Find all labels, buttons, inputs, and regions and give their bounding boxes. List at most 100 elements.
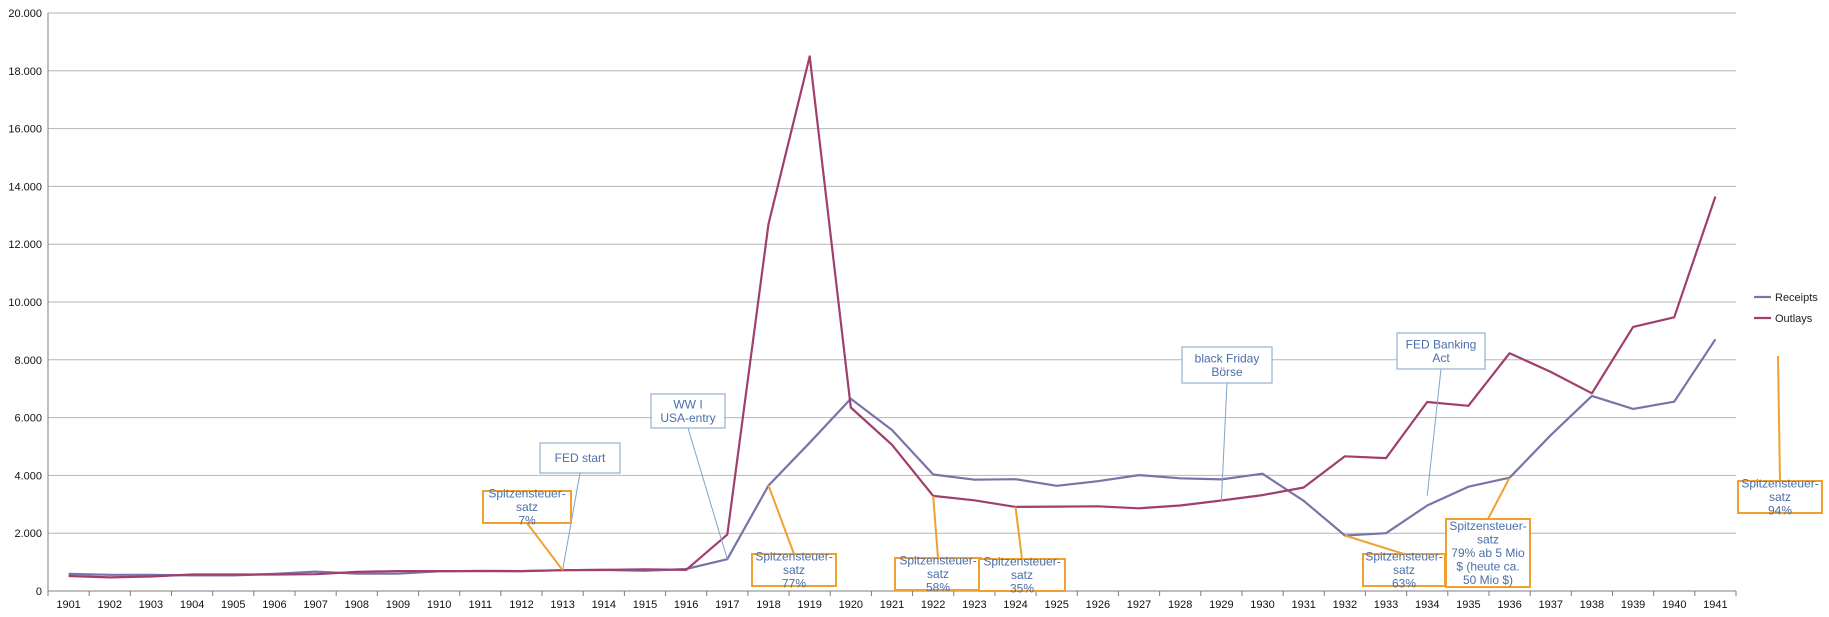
y-tick-label: 8.000: [14, 355, 42, 367]
x-tick-label: 1911: [468, 599, 492, 611]
gridlines: [48, 12, 1736, 592]
x-tick-label: 1918: [756, 599, 780, 611]
x-tick-label: 1905: [221, 599, 245, 611]
annotation-callout: WW I USA-entry: [650, 393, 728, 560]
annotation-leader: [932, 495, 939, 559]
x-tick-label: 1912: [509, 599, 533, 611]
annotation-text: Spitzensteuer-satz 58%: [899, 554, 976, 595]
annotation-text: black Friday Börse: [1195, 351, 1260, 379]
legend: Receipts Outlays: [1754, 292, 1818, 325]
x-tick-label: 1932: [1333, 599, 1357, 611]
y-tick-label: 12.000: [8, 239, 42, 251]
y-tick-label: 18.000: [8, 66, 42, 78]
x-tick-label: 1935: [1456, 599, 1480, 611]
annotation-callout: FED start: [539, 442, 621, 571]
x-tick-label: 1920: [839, 599, 863, 611]
annotation-box: [978, 558, 1066, 592]
x-tick-label: 1922: [921, 599, 945, 611]
annotation-callout: Spitzensteuer-satz 77%: [751, 485, 837, 591]
annotation-leader: [1220, 382, 1228, 502]
x-tick-label: 1910: [427, 599, 451, 611]
y-tick-label: 20.000: [8, 8, 42, 20]
x-tick-label: 1902: [98, 599, 122, 611]
x-tick-label: 1940: [1662, 599, 1686, 611]
x-tick-label: 1926: [1086, 599, 1110, 611]
x-tick-label: 1937: [1538, 599, 1562, 611]
x-axis: 1901 1902 1903 1904 1905 1906 1907 1908 1909 1910…: [47, 591, 1737, 611]
annotation-text: Spitzensteuer-satz 35%: [983, 555, 1060, 596]
annotation-text: Spitzensteuer-satz 94%: [1741, 477, 1818, 518]
x-tick-label: 1916: [674, 599, 698, 611]
x-tick-label: 1939: [1621, 599, 1645, 611]
annotation-callout: FED Banking Act: [1396, 332, 1486, 496]
annotation-text: FED Banking Act: [1406, 337, 1477, 365]
x-tick-label: 1928: [1168, 599, 1192, 611]
x-tick-label: 1938: [1580, 599, 1604, 611]
y-tick-label: 0: [36, 586, 42, 598]
y-tick-label: 6.000: [14, 413, 42, 425]
x-tick-label: 1917: [715, 599, 739, 611]
x-tick-label: 1933: [1374, 599, 1398, 611]
annotation-callout: Spitzensteuer-satz 35%: [978, 506, 1066, 596]
annotation-callout: Spitzensteuer-satz 7%: [482, 487, 572, 571]
annotation-callout: Spitzensteuer-satz 63%: [1344, 534, 1446, 591]
x-tick-label: 1919: [797, 599, 821, 611]
x-tick-label: 1901: [56, 599, 80, 611]
annotation-text: Spitzensteuer-satz 79% ab 5 Mio $ (heute c…: [1449, 519, 1526, 587]
x-tick-label: 1924: [1003, 599, 1027, 611]
x-tick-label: 1931: [1291, 599, 1315, 611]
annotation-leader: [767, 485, 795, 555]
y-tick-label: 4.000: [14, 470, 42, 482]
annotation-leader: [1426, 368, 1442, 496]
x-tick-label: 1934: [1415, 599, 1439, 611]
x-tick-label: 1923: [962, 599, 986, 611]
legend-label-outlays: Outlays: [1775, 313, 1813, 325]
annotation-leader: [1014, 506, 1023, 560]
x-tick-label: 1909: [386, 599, 410, 611]
y-tick-label: 16.000: [8, 124, 42, 136]
x-tick-label: 1925: [1044, 599, 1068, 611]
x-tick-label: 1915: [633, 599, 657, 611]
annotation-text: FED start: [555, 451, 606, 465]
x-tick-label: 1904: [180, 599, 204, 611]
annotation-leader: [687, 427, 728, 560]
x-tick-label: 1906: [262, 599, 286, 611]
annotation-box: [1445, 518, 1531, 588]
legend-label-receipts: Receipts: [1775, 292, 1818, 304]
annotation-leader: [1777, 355, 1781, 482]
series-line-outlays: [68, 55, 1717, 579]
annotation-box: [1181, 346, 1273, 384]
annotation-text: Spitzensteuer-satz 77%: [755, 550, 832, 591]
annotation-box: [1737, 480, 1823, 514]
series-lines: [68, 55, 1717, 579]
annotations: FED start WW I USA-entry black Friday Börse F…: [482, 332, 1823, 596]
x-tick-label: 1907: [303, 599, 327, 611]
annotation-text: Spitzensteuer-satz 7%: [488, 487, 565, 528]
x-tick-label: 1921: [880, 599, 904, 611]
annotation-text: WW I USA-entry: [660, 397, 715, 425]
annotation-text: Spitzensteuer-satz 63%: [1365, 550, 1442, 591]
annotation-box: [1362, 553, 1446, 587]
annotation-callout: Spitzensteuer-satz 94%: [1737, 355, 1823, 518]
x-tick-label: 1913: [550, 599, 574, 611]
x-tick-label: 1927: [1127, 599, 1151, 611]
annotation-callout: Spitzensteuer-satz 79% ab 5 Mio $ (heute c…: [1445, 477, 1531, 588]
x-tick-label: 1941: [1703, 599, 1727, 611]
x-tick-label: 1908: [345, 599, 369, 611]
y-tick-label: 2.000: [14, 528, 42, 540]
y-tick-label: 14.000: [8, 181, 42, 193]
annotation-callout: Spitzensteuer-satz 58%: [894, 495, 982, 595]
x-tick-label: 1914: [592, 599, 616, 611]
annotation-box: [539, 442, 621, 474]
x-tick-label: 1929: [1209, 599, 1233, 611]
x-tick-label: 1936: [1497, 599, 1521, 611]
annotation-leader: [1344, 534, 1405, 555]
y-axis: 0 2.000 4.000 6.000 8.000 10.000 12.000 14.000 1…: [8, 8, 49, 598]
annotation-callout: black Friday Börse: [1181, 346, 1273, 502]
annotation-box: [1396, 332, 1486, 370]
annotation-leader: [1487, 477, 1511, 520]
annotation-box: [751, 553, 837, 587]
y-tick-label: 10.000: [8, 297, 42, 309]
annotation-box: [482, 490, 572, 524]
